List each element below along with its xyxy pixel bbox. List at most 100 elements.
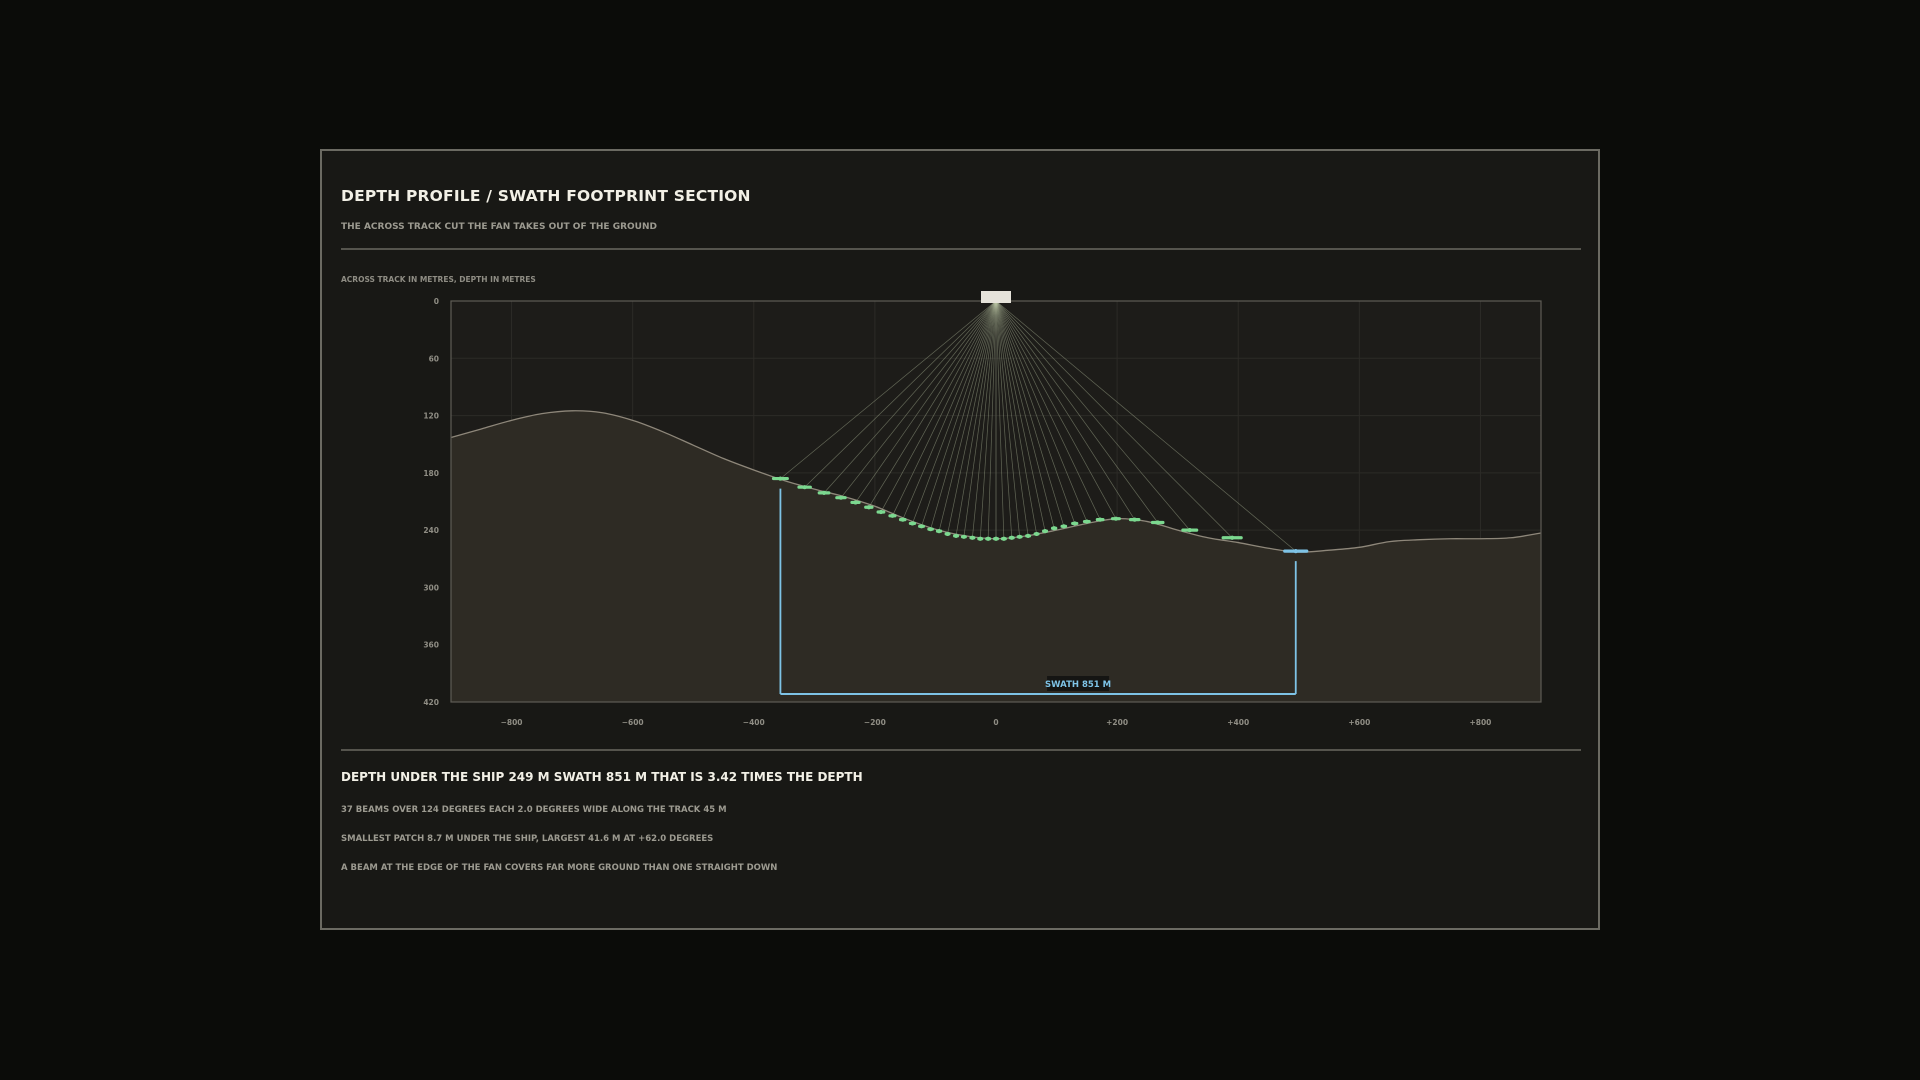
beam-footprint-point: [1034, 531, 1039, 537]
beam-ray: [804, 300, 997, 488]
beam-ray: [972, 300, 997, 538]
beam-footprint-point: [878, 509, 884, 515]
beam-ray: [938, 300, 997, 532]
beam-ray: [780, 300, 997, 479]
x-tick-label: +800: [1469, 718, 1491, 727]
x-tick-label: −200: [864, 718, 886, 727]
beam-ray: [930, 300, 997, 530]
beam-footprint-point: [1072, 521, 1077, 526]
beam-footprint-point: [890, 513, 895, 518]
beam-footprint-point: [1001, 536, 1006, 541]
x-tick-label: +400: [1227, 718, 1249, 727]
summary-note-edge: A BEAM AT THE EDGE OF THE FAN COVERS FAR…: [341, 863, 778, 873]
beam-footprint-point: [936, 528, 942, 534]
beam-ray: [902, 300, 997, 520]
beam-ray: [947, 300, 997, 535]
beam-footprint-point: [993, 536, 999, 541]
beam-footprint-point: [900, 517, 905, 522]
beam-ray: [955, 300, 997, 536]
swath-label: SWATH 851 M: [1045, 680, 1111, 690]
beam-ray: [995, 300, 1191, 531]
y-tick-label: 0: [434, 297, 439, 306]
beam-footprint-point: [986, 536, 991, 541]
beam-ray: [995, 300, 1117, 519]
beam-ray: [868, 300, 997, 508]
beam-footprint-point: [910, 521, 915, 526]
beam-footprint-point: [928, 527, 933, 532]
units-note: ACROSS TRACK IN METRES, DEPTH IN METRES: [341, 275, 536, 284]
beam-ray: [840, 300, 997, 498]
y-tick-label: 60: [429, 354, 439, 363]
beam-footprint-point: [961, 534, 967, 539]
beam-ray: [995, 300, 1037, 535]
beam-ray: [921, 300, 997, 527]
beam-footprint-point: [802, 485, 807, 490]
y-tick-label: 180: [423, 469, 439, 478]
beam-footprint-point: [1042, 528, 1048, 534]
x-tick-label: +600: [1348, 718, 1370, 727]
beam-ray: [823, 300, 997, 494]
ship-marker: [981, 291, 1011, 303]
beam-footprint-point: [1132, 517, 1137, 522]
beam-footprint-point: [919, 524, 924, 529]
chart-panel: DEPTH PROFILE / SWATH FOOTPRINT SECTION …: [320, 149, 1600, 930]
beam-footprint-point: [1155, 520, 1160, 525]
y-tick-label: 360: [423, 641, 439, 650]
beam-footprint-point: [953, 533, 959, 538]
beam-ray: [912, 300, 997, 524]
beam-footprint-point: [1098, 517, 1103, 522]
summary-note-beams: 37 BEAMS OVER 124 DEGREES EACH 2.0 DEGRE…: [341, 805, 727, 815]
beam-footprint-point: [866, 505, 871, 510]
y-tick-label: 240: [423, 526, 439, 535]
beam-ray: [995, 300, 1296, 552]
swath-label-bg: [1047, 676, 1110, 691]
y-tick-label: 120: [423, 412, 439, 421]
beam-ray: [995, 300, 1065, 527]
divider-top: [341, 248, 1581, 250]
beam-footprint-point: [1025, 533, 1031, 538]
beam-footprint-point: [1187, 528, 1192, 533]
depth-profile-chart: SWATH 851 M −800 −600 −400 −200 0 +200 +400 +600…: [341, 275, 1542, 727]
beam-footprint-point: [1017, 534, 1022, 539]
beam-footprint-point: [945, 531, 950, 537]
beam-ray: [987, 300, 997, 539]
beam-ray: [995, 300, 1088, 522]
divider-bottom: [341, 749, 1581, 751]
beam-footprint-point: [1293, 549, 1298, 554]
beam-footprint-point: [1061, 524, 1066, 529]
beam-ray: [995, 300, 1055, 529]
beam-footprint-point: [838, 495, 844, 500]
summary-note-patch: SMALLEST PATCH 8.7 M UNDER THE SHIP, LAR…: [341, 834, 714, 844]
beam-ray: [995, 300, 1158, 523]
page-title: DEPTH PROFILE / SWATH FOOTPRINT SECTION: [341, 187, 751, 205]
x-tick-label: −400: [743, 718, 765, 727]
beam-footprint-point: [1230, 535, 1235, 540]
x-tick-label: 0: [993, 718, 998, 727]
beam-ray: [995, 300, 1101, 520]
beam-footprint-point: [853, 500, 858, 505]
y-tick-label: 420: [423, 698, 439, 707]
beam-footprint-point: [1084, 519, 1089, 524]
x-tick-label: −800: [501, 718, 523, 727]
beam-ray: [995, 300, 1013, 538]
beam-ray: [979, 300, 997, 539]
beam-ray: [855, 300, 997, 503]
page-subtitle: THE ACROSS TRACK CUT THE FAN TAKES OUT O…: [341, 222, 657, 232]
beam-ray: [995, 300, 1046, 532]
beam-footprint-point: [1052, 526, 1057, 531]
beam-footprint-point: [978, 536, 983, 541]
x-tick-label: +200: [1106, 718, 1128, 727]
beam-footprint-point: [1113, 516, 1118, 521]
beam-ray: [995, 300, 1076, 524]
summary-headline: DEPTH UNDER THE SHIP 249 M SWATH 851 M T…: [341, 770, 863, 784]
beam-ray: [995, 300, 1135, 520]
beam-footprint-point: [970, 535, 975, 540]
y-tick-label: 300: [423, 583, 439, 592]
beam-ray: [880, 300, 997, 513]
beam-ray: [963, 300, 997, 537]
beam-ray: [995, 300, 1005, 539]
beam-ray: [892, 300, 997, 516]
beam-footprint-point: [821, 490, 827, 496]
beam-footprint-point: [1009, 535, 1014, 540]
beam-ray: [995, 300, 1029, 536]
